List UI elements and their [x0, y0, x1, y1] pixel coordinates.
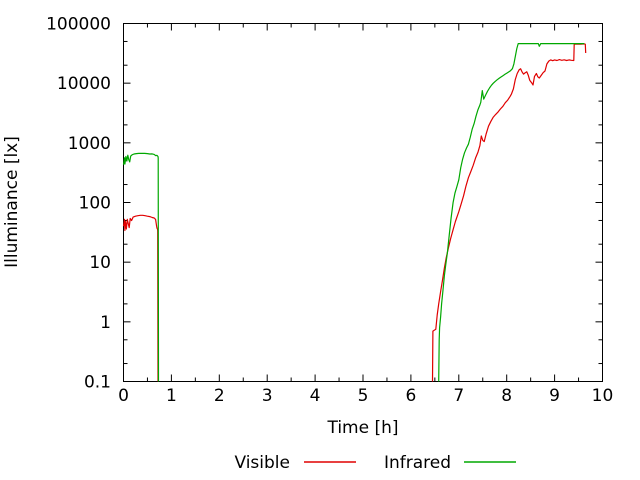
x-tick-label: 1: [166, 386, 177, 406]
series-line-visible: [122, 214, 159, 382]
plot-border: [123, 23, 603, 382]
x-tick-label: 2: [214, 386, 225, 406]
y-tick-label: 100000: [46, 15, 111, 35]
series-line-infrared: [438, 42, 585, 382]
legend: Visible Infrared: [234, 453, 516, 473]
series-line-visible: [431, 43, 587, 382]
x-tick-label: 0: [118, 386, 129, 406]
y-tick-label: 10: [89, 253, 111, 273]
axes-frame: 0 1 2 3 4 5 6 7 8 9 10 100000 10000 1000 100 10 1 0.1: [46, 15, 613, 407]
legend-label-visible: Visible: [234, 453, 290, 473]
x-axis-label: Time [h]: [326, 418, 398, 438]
x-tick-label: 3: [262, 386, 273, 406]
x-tick-label: 4: [310, 386, 321, 406]
y-tick-label: 10000: [57, 74, 111, 94]
series-line-infrared: [122, 152, 160, 382]
x-tick-label: 5: [358, 386, 369, 406]
y-tick-label: 1: [100, 313, 111, 333]
y-tick-label: 0.1: [84, 373, 111, 393]
x-tick-label: 6: [405, 386, 416, 406]
x-tick-label: 10: [592, 386, 614, 406]
y-tick-label: 1000: [68, 134, 111, 154]
x-tick-label: 7: [453, 386, 464, 406]
x-tick-label: 9: [549, 386, 560, 406]
y-axis-label: Illuminance [lx]: [2, 136, 22, 268]
legend-label-infrared: Infrared: [384, 453, 451, 473]
x-tick-label: 8: [501, 386, 512, 406]
y-tick-label: 100: [79, 194, 111, 214]
series-lines: [122, 42, 587, 382]
